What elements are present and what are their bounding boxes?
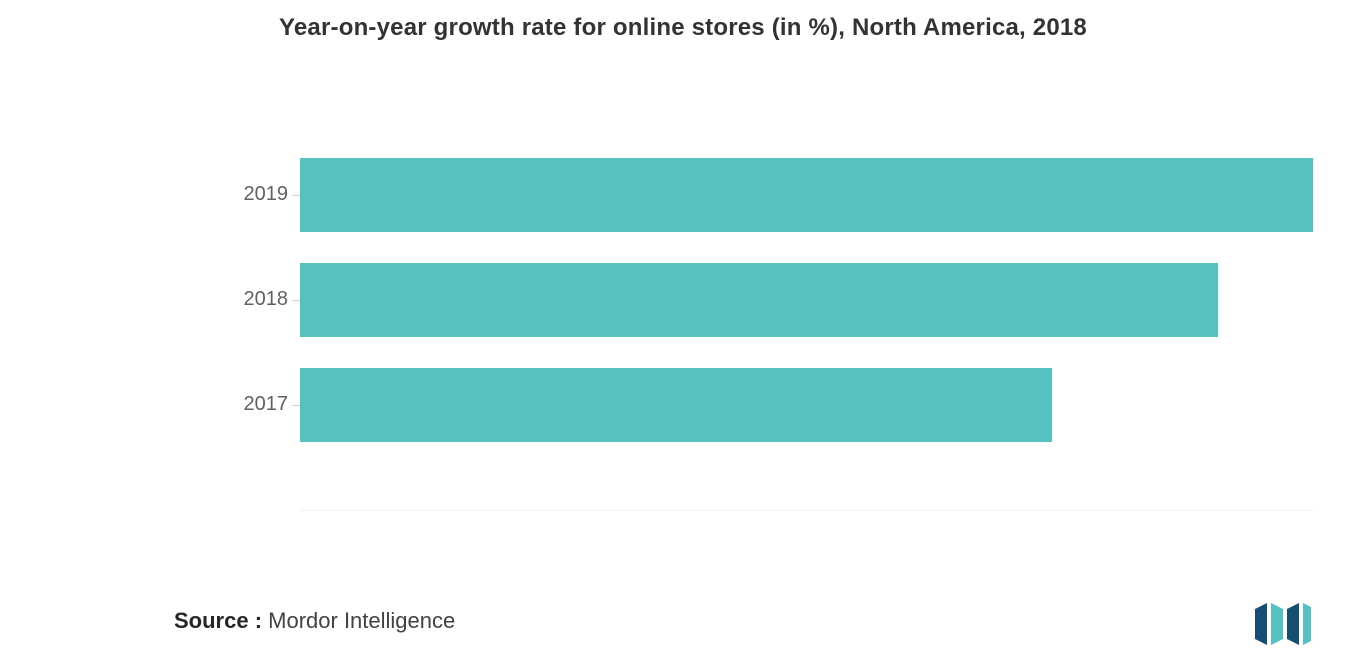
y-tick-label-2017: 2017 — [238, 393, 288, 416]
y-tick-mark-2019 — [292, 195, 300, 196]
y-tick-mark-2017 — [292, 405, 300, 406]
mordor-logo-icon — [1255, 603, 1311, 645]
y-tick-mark-2018 — [292, 300, 300, 301]
y-tick-label-2019: 2019 — [238, 183, 288, 206]
source-attribution: Source : Mordor Intelligence — [174, 608, 455, 634]
bar-2017 — [300, 368, 1052, 442]
source-label: Source : — [174, 608, 262, 633]
x-axis-baseline — [300, 510, 1313, 511]
chart-container: Year-on-year growth rate for online stor… — [0, 0, 1366, 655]
bar-2019 — [300, 158, 1313, 232]
bar-2018 — [300, 263, 1218, 337]
chart-title: Year-on-year growth rate for online stor… — [0, 14, 1366, 42]
source-text: Mordor Intelligence — [262, 608, 455, 633]
y-tick-label-2018: 2018 — [238, 288, 288, 311]
